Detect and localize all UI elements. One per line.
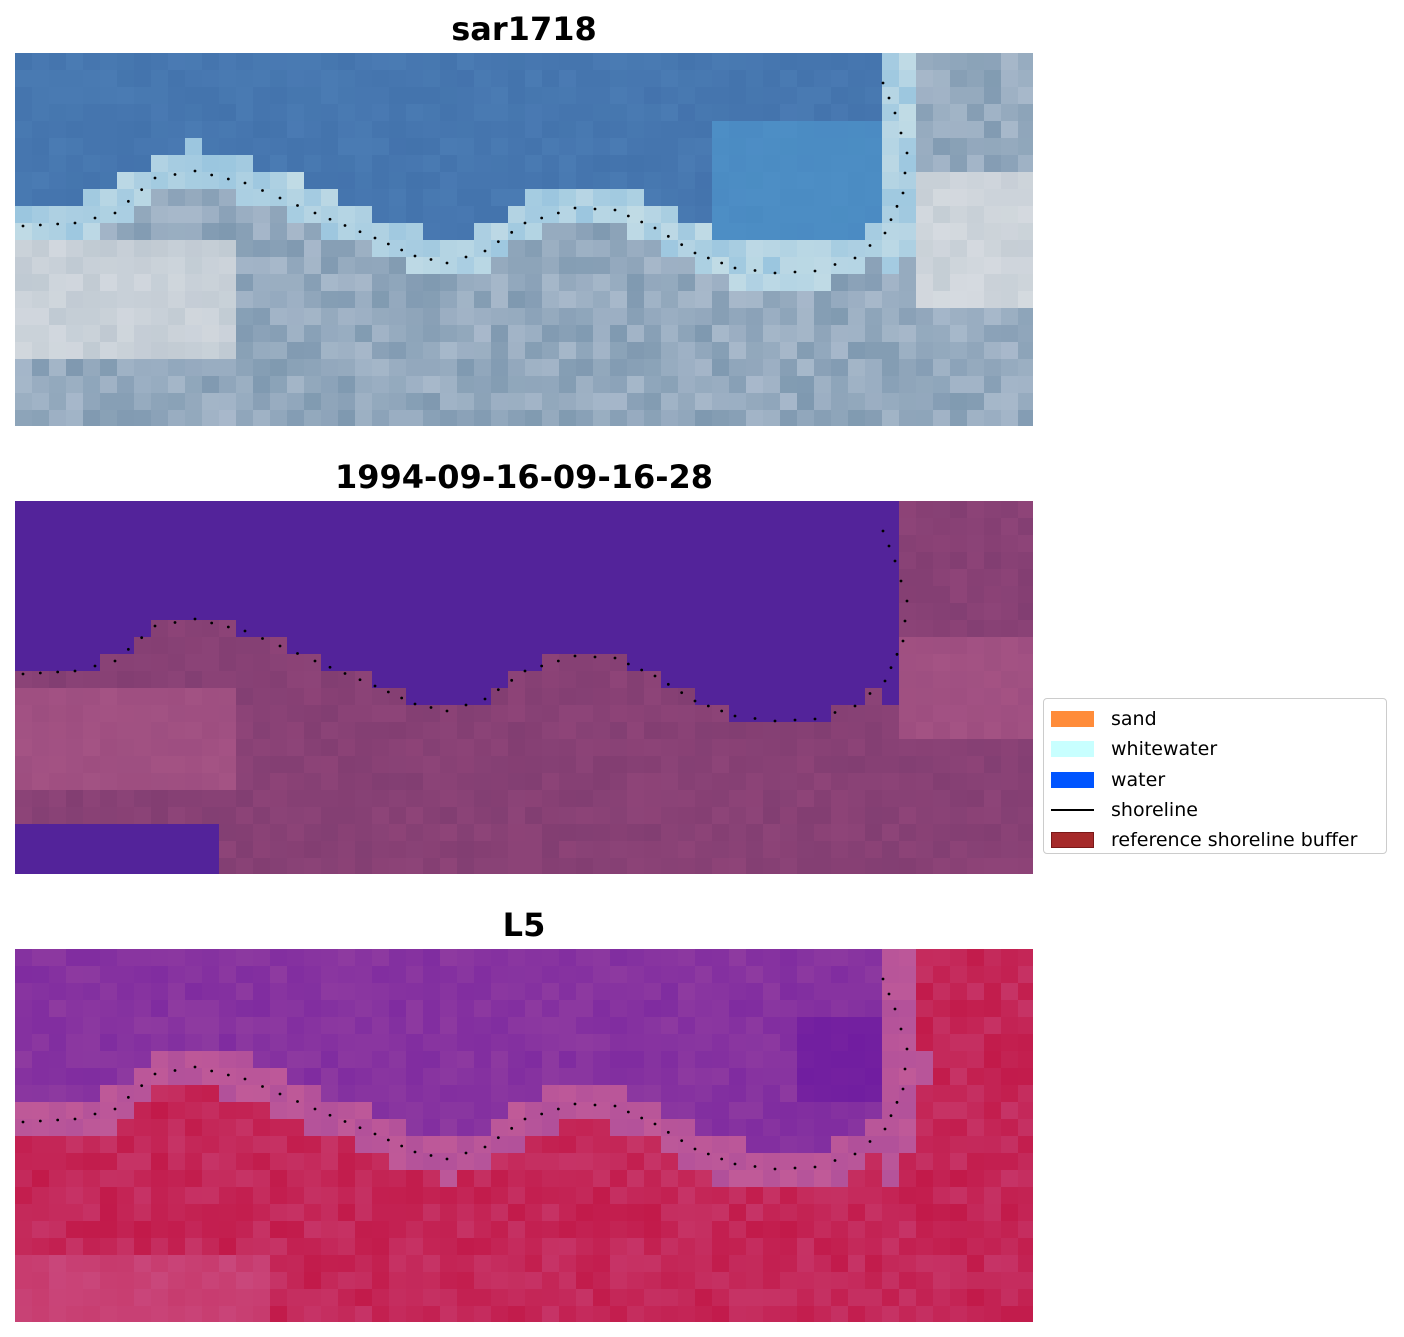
- legend-label: shoreline: [1111, 799, 1198, 822]
- legend-label: whitewater: [1111, 738, 1218, 761]
- legend-item-reference-buffer: reference shoreline buffer: [1051, 825, 1386, 855]
- legend-line-shoreline: [1051, 809, 1094, 812]
- pixel-grid: [15, 501, 1033, 874]
- rgb-image: [15, 53, 1033, 426]
- legend-label: reference shoreline buffer: [1111, 829, 1358, 852]
- legend-item-whitewater: whitewater: [1051, 734, 1386, 764]
- panel-title-classified: 1994-09-16-09-16-28: [334, 458, 714, 496]
- legend-label: sand: [1111, 708, 1157, 731]
- legend-swatch-water: [1051, 771, 1094, 788]
- legend-swatch-whitewater: [1051, 741, 1094, 758]
- legend-item-water: water: [1051, 765, 1386, 795]
- shoreline-dots: [21, 529, 909, 723]
- classified-image: [15, 501, 1033, 874]
- rgb-image-panel: [15, 53, 1033, 426]
- legend: sand whitewater water shoreline referenc…: [1043, 698, 1387, 854]
- legend-swatch-sand: [1051, 711, 1094, 728]
- mndwi-image-panel: [15, 949, 1033, 1322]
- legend-item-sand: sand: [1051, 704, 1386, 734]
- classified-image-panel: [15, 501, 1033, 874]
- legend-item-shoreline: shoreline: [1051, 795, 1386, 825]
- panel-title-mndwi: L5: [502, 906, 546, 944]
- shoreline-dots: [21, 81, 909, 275]
- pixel-grid: [15, 53, 1033, 426]
- legend-swatch-reference-buffer: [1051, 832, 1094, 849]
- pixel-grid: [15, 949, 1033, 1322]
- legend-label: water: [1111, 768, 1166, 791]
- shoreline-dots: [21, 977, 909, 1171]
- panel-title-rgb: sar1718: [451, 10, 597, 48]
- mndwi-image: [15, 949, 1033, 1322]
